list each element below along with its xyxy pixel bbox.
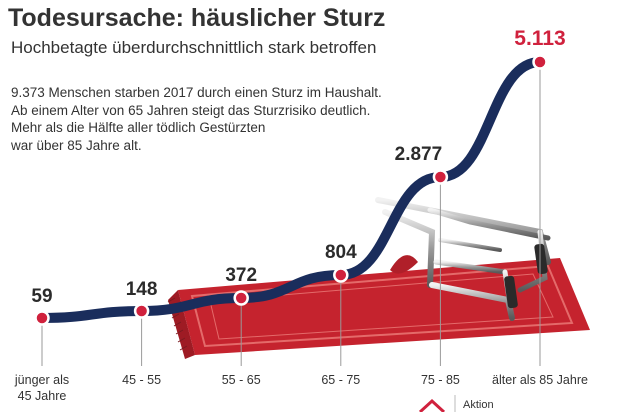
data-label: 2.877 <box>395 144 443 165</box>
house-logo-icon <box>418 395 456 412</box>
data-point <box>532 54 548 70</box>
data-point <box>233 290 249 306</box>
data-labels: 59 148 372 804 2.877 5.113 <box>31 27 565 307</box>
description-line: 9.373 Menschen starben 2017 durch einen … <box>11 85 382 100</box>
category-label: 75 - 85 <box>421 373 460 387</box>
data-label: 59 <box>31 286 52 307</box>
page-title: Todesursache: häuslicher Sturz <box>8 4 386 32</box>
category-label: 45 Jahre <box>18 389 67 403</box>
logo-text: Aktion <box>463 399 494 411</box>
description-line: war über 85 Jahre alt. <box>11 137 142 153</box>
data-point <box>34 310 50 326</box>
page-subtitle: Hochbetagte überdurchschnittlich stark b… <box>11 38 377 57</box>
description-line: Ab einem Alter von 65 Jahren steigt das … <box>11 102 371 118</box>
description-text: 9.373 Menschen starben 2017 durch einen … <box>11 84 382 154</box>
category-label: 55 - 65 <box>222 373 261 387</box>
data-label: 372 <box>225 265 257 286</box>
data-point <box>133 303 150 319</box>
data-label: 5.113 <box>514 27 565 50</box>
value-guides <box>41 62 541 366</box>
data-points <box>34 54 548 326</box>
category-label: 45 - 55 <box>122 373 161 387</box>
data-point <box>333 267 349 283</box>
category-label: 65 - 75 <box>321 373 360 387</box>
category-label: jünger als <box>14 373 69 387</box>
category-labels: jünger als 45 Jahre 45 - 55 55 - 65 65 - 75 7… <box>14 373 588 403</box>
description-line: Mehr als die Hälfte aller tödlich Gestür… <box>11 120 266 135</box>
category-label: älter als 85 Jahre <box>492 373 588 387</box>
data-label: 804 <box>325 242 357 263</box>
data-point <box>432 169 449 185</box>
data-label: 148 <box>126 279 158 300</box>
